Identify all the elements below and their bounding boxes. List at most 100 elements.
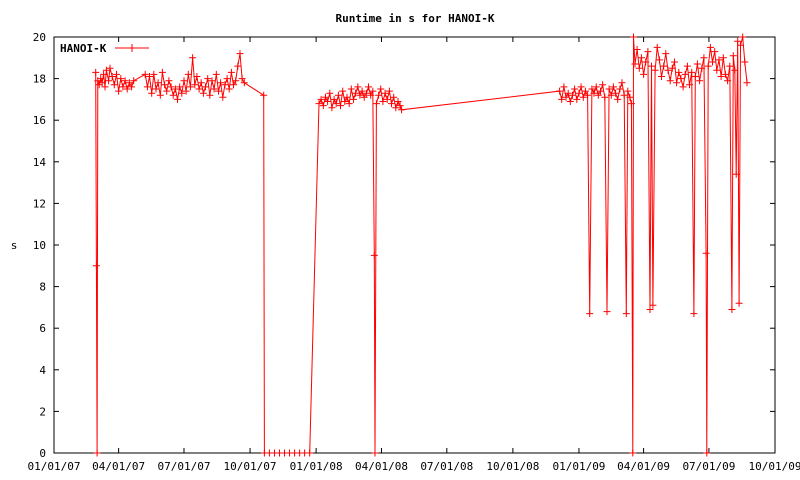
data-point (709, 58, 716, 66)
data-point (575, 89, 583, 97)
data-point (202, 83, 209, 91)
data-point (381, 89, 389, 97)
data-point (655, 56, 663, 64)
data-point (93, 449, 101, 457)
data-point (385, 87, 393, 95)
data-point (217, 79, 225, 87)
data-point (642, 58, 650, 66)
y-tick-label: 18 (33, 73, 46, 86)
x-tick-label: 07/01/08 (420, 460, 473, 473)
data-point (586, 310, 594, 318)
data-point (362, 89, 370, 97)
data-point (675, 68, 683, 76)
data-point (735, 299, 743, 307)
data-point (223, 75, 231, 83)
data-point (631, 60, 639, 68)
data-point (592, 83, 600, 91)
data-point (662, 50, 670, 58)
data-point (238, 75, 246, 83)
data-point (581, 87, 589, 95)
data-point (633, 46, 641, 53)
data-point (599, 81, 607, 89)
data-point (234, 62, 242, 70)
x-tick-label: 10/01/09 (749, 460, 800, 473)
y-tick-label: 16 (33, 114, 46, 127)
data-point (108, 73, 116, 80)
data-point (345, 100, 353, 108)
data-point (212, 70, 220, 78)
data-point (383, 95, 391, 103)
data-point (690, 310, 698, 318)
data-point (683, 62, 691, 70)
x-tick-label: 07/01/07 (157, 460, 210, 473)
y-tick-label: 20 (33, 31, 46, 44)
x-tick-label: 01/01/07 (28, 460, 81, 473)
data-point (369, 87, 377, 95)
y-tick-label: 2 (39, 405, 46, 418)
data-point (110, 81, 118, 89)
data-point (372, 100, 380, 108)
data-point (97, 75, 105, 83)
data-point (630, 33, 637, 41)
data-point (571, 85, 579, 93)
data-point (664, 66, 672, 74)
x-axis: 01/01/07 04/01/07 07/01/07 10/01/07 01/01/08… (28, 37, 800, 473)
data-point (365, 83, 372, 91)
data-point (347, 85, 355, 93)
data-point (703, 449, 711, 457)
data-point (729, 52, 737, 60)
data-point (558, 95, 566, 103)
data-point (339, 87, 347, 95)
data-point (148, 89, 156, 97)
data-point (590, 89, 598, 97)
x-tick-label: 04/01/08 (355, 460, 408, 473)
data-point (367, 91, 375, 99)
data-point (715, 56, 723, 64)
data-point (717, 73, 725, 80)
data-point (618, 79, 626, 87)
y-tick-label: 6 (39, 322, 46, 335)
data-point (326, 89, 334, 97)
chart-title: Runtime in s for HANOI-K (336, 12, 495, 25)
data-point (130, 77, 138, 85)
data-point (156, 91, 164, 99)
data-point (184, 70, 192, 78)
data-point (370, 251, 378, 259)
data-point (644, 48, 652, 56)
data-point (686, 81, 693, 89)
x-tick-label: 10/01/07 (224, 460, 277, 473)
y-tick-label: 14 (33, 156, 47, 169)
data-point (681, 70, 689, 78)
data-point (193, 73, 201, 80)
data-point (236, 50, 244, 58)
data-point (101, 83, 109, 91)
x-tick-label: 04/01/09 (617, 460, 670, 473)
data-point (732, 170, 740, 178)
data-point (651, 66, 659, 74)
data-point (629, 449, 637, 457)
data-point (240, 79, 248, 87)
data-point (375, 91, 383, 99)
data-point (350, 95, 357, 103)
x-tick-label: 07/01/09 (682, 460, 735, 473)
data-point (579, 93, 587, 101)
y-tick-label: 4 (39, 364, 46, 377)
data-point (113, 70, 120, 78)
data-point (696, 77, 704, 85)
data-point (152, 85, 160, 93)
data-point (566, 98, 574, 105)
data-point (141, 70, 149, 78)
series-line (95, 36, 748, 454)
data-point (649, 301, 657, 309)
data-point (319, 102, 327, 110)
data-point (121, 77, 129, 85)
data-point (328, 104, 336, 112)
data-point (163, 87, 171, 95)
data-point (92, 68, 100, 76)
data-point (679, 83, 687, 91)
data-point (614, 95, 622, 103)
data-point (215, 87, 222, 95)
data-point (741, 58, 749, 66)
data-point (719, 54, 727, 62)
